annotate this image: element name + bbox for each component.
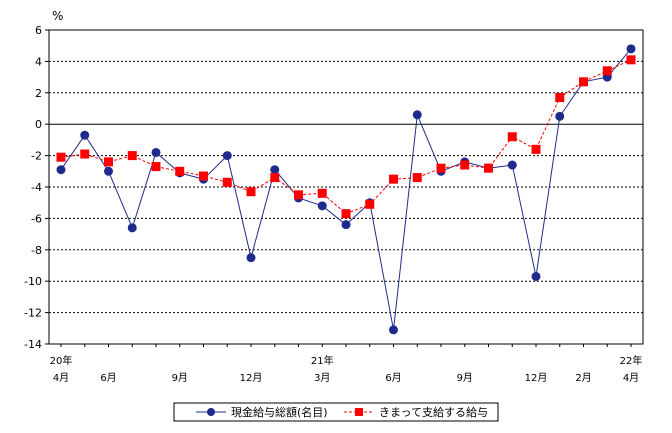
- data-point-1: [317, 188, 327, 198]
- x-tick-year-label: 22年: [620, 354, 643, 367]
- data-point-1: [389, 174, 398, 184]
- y-tick-label: -4: [31, 181, 42, 194]
- data-point-0: [56, 165, 66, 175]
- series-layer: [56, 44, 636, 335]
- legend-label-nominal: 現金給与総額(名目): [231, 405, 328, 419]
- data-point-1: [412, 173, 422, 183]
- y-tick-label: -2: [31, 150, 42, 163]
- y-tick-label: -14: [24, 338, 42, 351]
- data-point-1: [104, 157, 113, 167]
- y-tick-label: -10: [24, 275, 42, 288]
- data-point-1: [246, 187, 256, 197]
- legend-box: [173, 402, 499, 422]
- data-point-1: [151, 162, 161, 172]
- data-point-1: [341, 209, 351, 219]
- legend-label-regular: きまって支給する給与: [379, 405, 488, 419]
- data-point-1: [80, 149, 90, 159]
- data-point-0: [270, 165, 280, 175]
- legend: 現金給与総額(名目) きまって支給する給与: [173, 402, 499, 422]
- data-point-1: [56, 152, 66, 162]
- data-point-0: [555, 111, 565, 121]
- legend-marker-regular: [355, 408, 363, 416]
- data-point-0: [222, 151, 232, 161]
- data-point-1: [270, 173, 280, 183]
- data-point-1: [365, 199, 375, 209]
- data-point-1: [222, 177, 232, 187]
- data-point-1: [531, 144, 541, 154]
- data-point-0: [127, 223, 137, 233]
- x-tick-year-label: 20年: [50, 354, 73, 367]
- x-tick-month-label: 3月: [314, 372, 330, 384]
- x-tick-month-label: 9月: [172, 372, 188, 384]
- data-point-0: [626, 44, 636, 54]
- y-tick-label: -6: [31, 212, 42, 225]
- data-point-0: [317, 201, 327, 211]
- data-point-1: [579, 77, 588, 87]
- data-point-1: [507, 132, 517, 142]
- data-point-0: [104, 166, 113, 176]
- data-point-0: [412, 110, 422, 120]
- data-point-1: [127, 151, 137, 161]
- data-point-0: [80, 130, 90, 140]
- data-point-0: [531, 271, 541, 281]
- data-point-1: [555, 93, 565, 103]
- gridlines: [49, 60, 643, 314]
- data-point-1: [602, 66, 612, 76]
- x-tick-month-label: 2月: [575, 372, 591, 384]
- data-point-0: [507, 160, 517, 170]
- x-tick-month-label: 6月: [385, 372, 401, 384]
- data-point-1: [436, 163, 446, 173]
- x-tick-month-label: 4月: [53, 372, 69, 384]
- y-axis-ticks: 6 4 2 0 -2 -4 -6 -8 -10 -12 -14: [24, 24, 49, 351]
- data-point-1: [294, 190, 303, 200]
- data-point-0: [341, 220, 351, 230]
- data-point-1: [626, 55, 636, 65]
- y-tick-label: -12: [24, 307, 42, 320]
- y-tick-label: -8: [31, 244, 42, 257]
- x-tick-month-label: 12月: [525, 372, 548, 384]
- data-point-0: [246, 253, 256, 263]
- x-tick-month-label: 6月: [100, 372, 116, 384]
- legend-marker-nominal: [207, 408, 215, 416]
- data-point-1: [460, 160, 470, 170]
- data-point-1: [484, 163, 493, 173]
- y-tick-label: 4: [35, 55, 42, 68]
- x-tick-month-label: 12月: [240, 372, 263, 384]
- x-tick-month-label: 9月: [457, 372, 473, 384]
- x-tick-month-label: 4月: [623, 372, 639, 384]
- data-point-0: [151, 147, 161, 157]
- data-point-1: [199, 171, 208, 181]
- y-tick-label: 2: [35, 87, 42, 100]
- x-axis-ticks: 20年 4月 6月 9月 12月 21年 3月 6月 9月 12月 2月 22年 4月: [50, 344, 643, 384]
- y-axis-unit: %: [52, 9, 63, 23]
- data-point-1: [175, 166, 185, 176]
- y-tick-label: 6: [35, 24, 42, 37]
- data-point-0: [389, 325, 398, 335]
- y-tick-label: 0: [35, 118, 42, 131]
- x-tick-year-label: 21年: [311, 354, 334, 367]
